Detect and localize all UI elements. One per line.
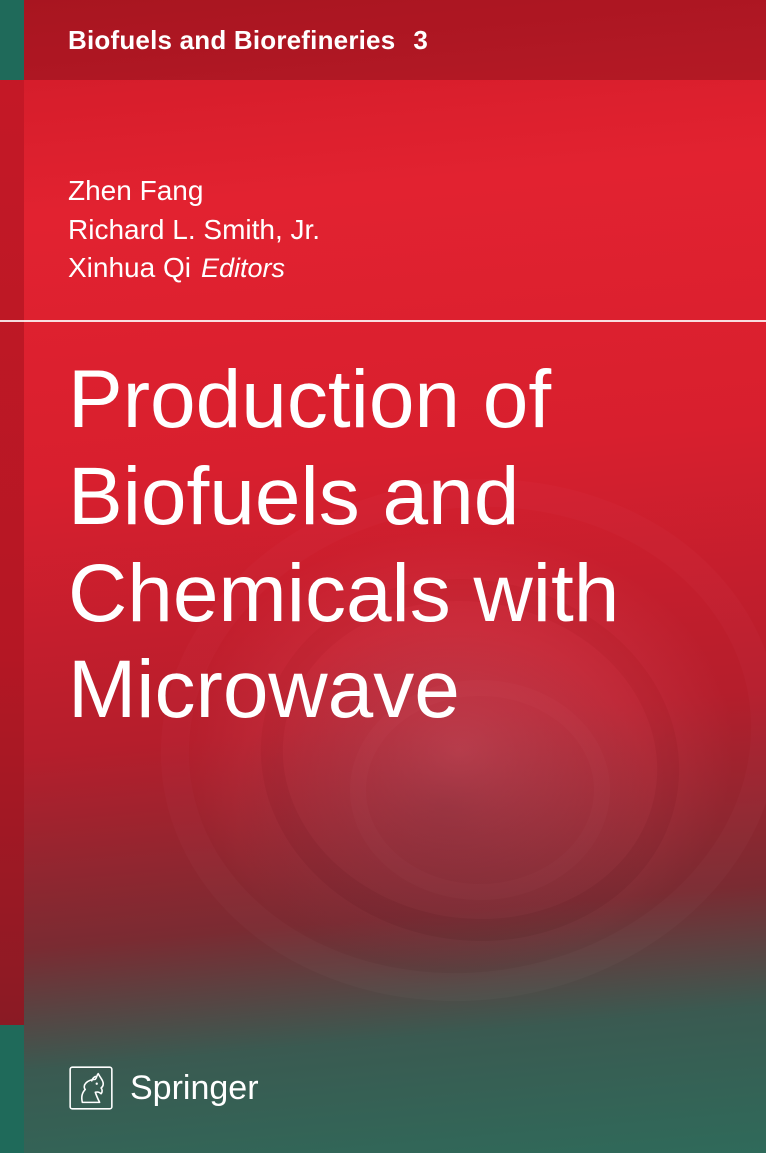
spine-segment-bottom: [0, 1025, 24, 1153]
editors-label: Editors: [201, 253, 285, 283]
editor-name-with-label: Xinhua Qi Editors: [68, 249, 320, 288]
spine-segment-top: [0, 0, 24, 80]
horizontal-rule: [0, 320, 766, 322]
editor-name: Richard L. Smith, Jr.: [68, 211, 320, 250]
publisher-name: Springer: [130, 1069, 259, 1108]
publisher-block: Springer: [68, 1065, 259, 1111]
book-title: Production of Biofuels and Chemicals wit…: [68, 352, 736, 739]
spine-segment-middle: [0, 80, 24, 1025]
book-cover: Biofuels and Biorefineries 3 Zhen Fang R…: [0, 0, 766, 1153]
springer-horse-icon: [68, 1065, 114, 1111]
editor-name: Xinhua Qi: [68, 252, 191, 283]
series-number: 3: [413, 25, 427, 56]
editors-block: Zhen Fang Richard L. Smith, Jr. Xinhua Q…: [68, 172, 320, 288]
editor-name: Zhen Fang: [68, 172, 320, 211]
series-bar: Biofuels and Biorefineries 3: [24, 0, 766, 80]
series-name: Biofuels and Biorefineries: [68, 25, 395, 56]
